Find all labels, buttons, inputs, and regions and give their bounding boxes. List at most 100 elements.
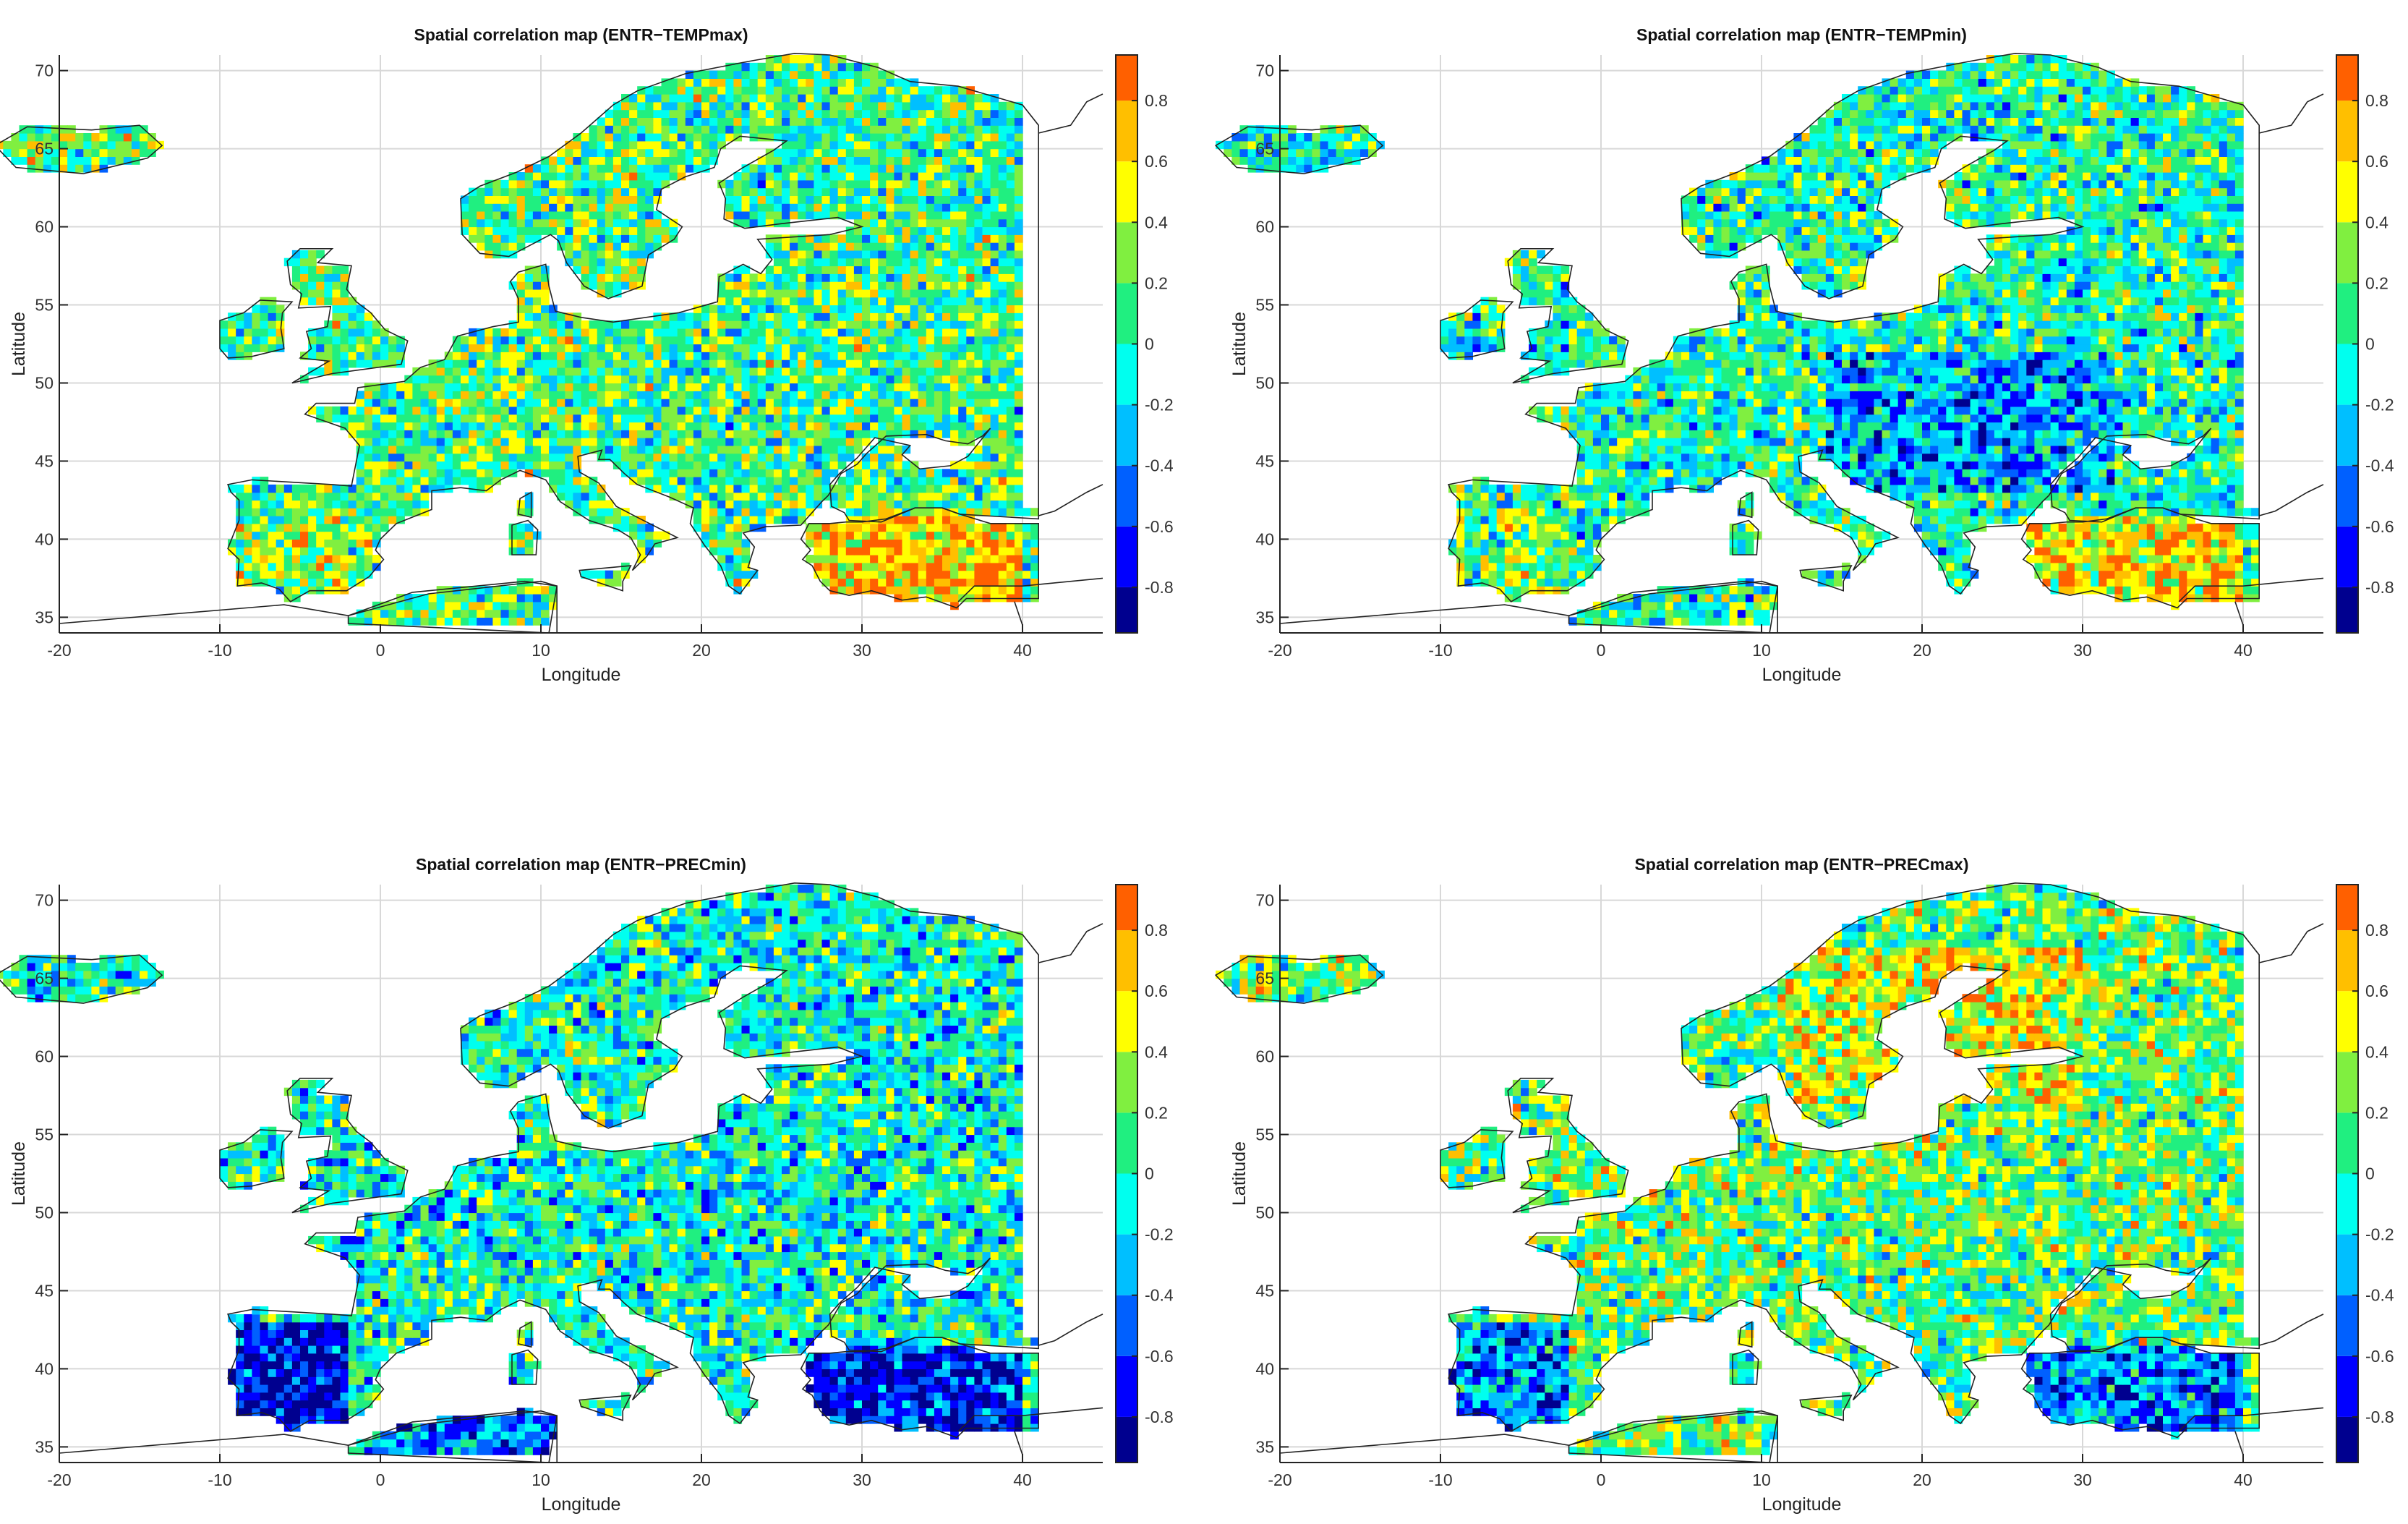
heatmap-cell bbox=[1713, 586, 1722, 595]
heatmap-cell bbox=[380, 344, 389, 352]
heatmap-cell bbox=[291, 492, 301, 501]
heatmap-cell bbox=[637, 430, 646, 438]
heatmap-cell bbox=[629, 265, 638, 274]
heatmap-cell bbox=[934, 399, 943, 407]
heatmap-cell bbox=[829, 406, 839, 415]
heatmap-cell bbox=[605, 570, 614, 579]
heatmap-cell bbox=[725, 297, 734, 306]
heatmap-cell bbox=[693, 125, 702, 134]
heatmap-cell bbox=[845, 140, 855, 150]
heatmap-cell bbox=[356, 609, 365, 618]
heatmap-cell bbox=[372, 328, 381, 337]
heatmap-cell bbox=[492, 336, 502, 345]
heatmap-cell bbox=[870, 359, 879, 368]
heatmap-cell bbox=[998, 375, 1007, 384]
heatmap-cell bbox=[492, 445, 502, 454]
heatmap-cell bbox=[821, 399, 831, 407]
heatmap-cell bbox=[693, 352, 702, 360]
heatmap-cell bbox=[990, 406, 999, 415]
heatmap-cell bbox=[870, 148, 879, 157]
heatmap-cell bbox=[886, 164, 895, 173]
heatmap-cell bbox=[236, 492, 244, 501]
heatmap-cell bbox=[926, 578, 935, 587]
heatmap-cell bbox=[524, 164, 534, 173]
heatmap-cell bbox=[573, 484, 582, 493]
heatmap-cell bbox=[685, 430, 694, 438]
heatmap-cell bbox=[524, 492, 534, 501]
heatmap-cell bbox=[958, 562, 967, 571]
heatmap-cell bbox=[910, 218, 919, 228]
heatmap-cell bbox=[1745, 601, 1754, 610]
heatmap-cell bbox=[661, 78, 670, 87]
heatmap-cell bbox=[612, 101, 622, 111]
heatmap-cell bbox=[516, 531, 526, 540]
heatmap-cell bbox=[436, 445, 445, 454]
heatmap-cell bbox=[428, 477, 437, 485]
heatmap-cell bbox=[43, 133, 52, 142]
heatmap-cell bbox=[340, 297, 349, 306]
heatmap-cell bbox=[637, 399, 646, 407]
heatmap-cell bbox=[2243, 578, 2252, 587]
heatmap-cell bbox=[484, 195, 493, 204]
heatmap-cell bbox=[300, 250, 309, 259]
heatmap-cell bbox=[653, 430, 662, 438]
heatmap-cell bbox=[821, 570, 831, 579]
heatmap-cell bbox=[260, 320, 269, 329]
heatmap-cell bbox=[998, 492, 1007, 501]
heatmap-cell bbox=[926, 94, 935, 103]
heatmap-cell bbox=[958, 203, 967, 212]
heatmap-cell bbox=[798, 281, 806, 290]
heatmap-cell bbox=[918, 359, 927, 368]
heatmap-cell bbox=[821, 148, 831, 157]
heatmap-cell bbox=[677, 375, 686, 384]
heatmap-cell bbox=[332, 500, 341, 508]
heatmap-cell bbox=[661, 477, 670, 485]
heatmap-cell bbox=[573, 234, 582, 243]
heatmap-cell bbox=[388, 438, 397, 446]
heatmap-cell bbox=[629, 133, 638, 142]
heatmap-cell bbox=[589, 422, 598, 430]
heatmap-cell bbox=[1030, 555, 1039, 563]
heatmap-cell bbox=[878, 117, 887, 126]
heatmap-cell bbox=[388, 617, 397, 626]
heatmap-cell bbox=[452, 453, 461, 462]
heatmap-cell bbox=[902, 492, 911, 501]
heatmap-cell bbox=[420, 500, 430, 508]
heatmap-cell bbox=[790, 109, 798, 118]
heatmap-cell bbox=[508, 445, 518, 454]
heatmap-cell bbox=[645, 195, 654, 204]
heatmap-cell bbox=[966, 140, 975, 150]
heatmap-cell bbox=[645, 453, 654, 462]
heatmap-cell bbox=[2074, 586, 2083, 595]
heatmap-cell bbox=[814, 414, 823, 423]
heatmap-cell bbox=[829, 352, 839, 360]
heatmap-cell bbox=[814, 477, 823, 485]
heatmap-cell bbox=[902, 555, 911, 563]
heatmap-cell bbox=[934, 218, 943, 228]
heatmap-cell bbox=[821, 70, 831, 79]
heatmap-cell bbox=[942, 406, 951, 415]
heatmap-cell bbox=[1014, 257, 1023, 267]
heatmap-cell bbox=[549, 399, 558, 407]
heatmap-cell bbox=[998, 218, 1007, 228]
heatmap-cell bbox=[420, 469, 430, 477]
heatmap-cell bbox=[733, 516, 743, 524]
heatmap-cell bbox=[733, 562, 743, 571]
heatmap-cell bbox=[581, 406, 590, 415]
heatmap-cell bbox=[782, 289, 790, 298]
heatmap-cell bbox=[565, 172, 573, 181]
heatmap-cell bbox=[1006, 179, 1015, 189]
heatmap-cell bbox=[837, 399, 847, 407]
heatmap-cell bbox=[749, 320, 759, 329]
heatmap-cell bbox=[645, 391, 654, 399]
heatmap-cell bbox=[123, 148, 132, 157]
heatmap-cell bbox=[814, 125, 823, 134]
heatmap-cell bbox=[396, 492, 405, 501]
heatmap-cell bbox=[396, 414, 405, 423]
colorbar-segment bbox=[1116, 161, 1137, 223]
heatmap-cell bbox=[701, 406, 710, 415]
heatmap-cell bbox=[1641, 609, 1650, 618]
heatmap-cell bbox=[612, 250, 622, 259]
heatmap-cell bbox=[661, 359, 670, 368]
heatmap-cell bbox=[806, 531, 814, 540]
